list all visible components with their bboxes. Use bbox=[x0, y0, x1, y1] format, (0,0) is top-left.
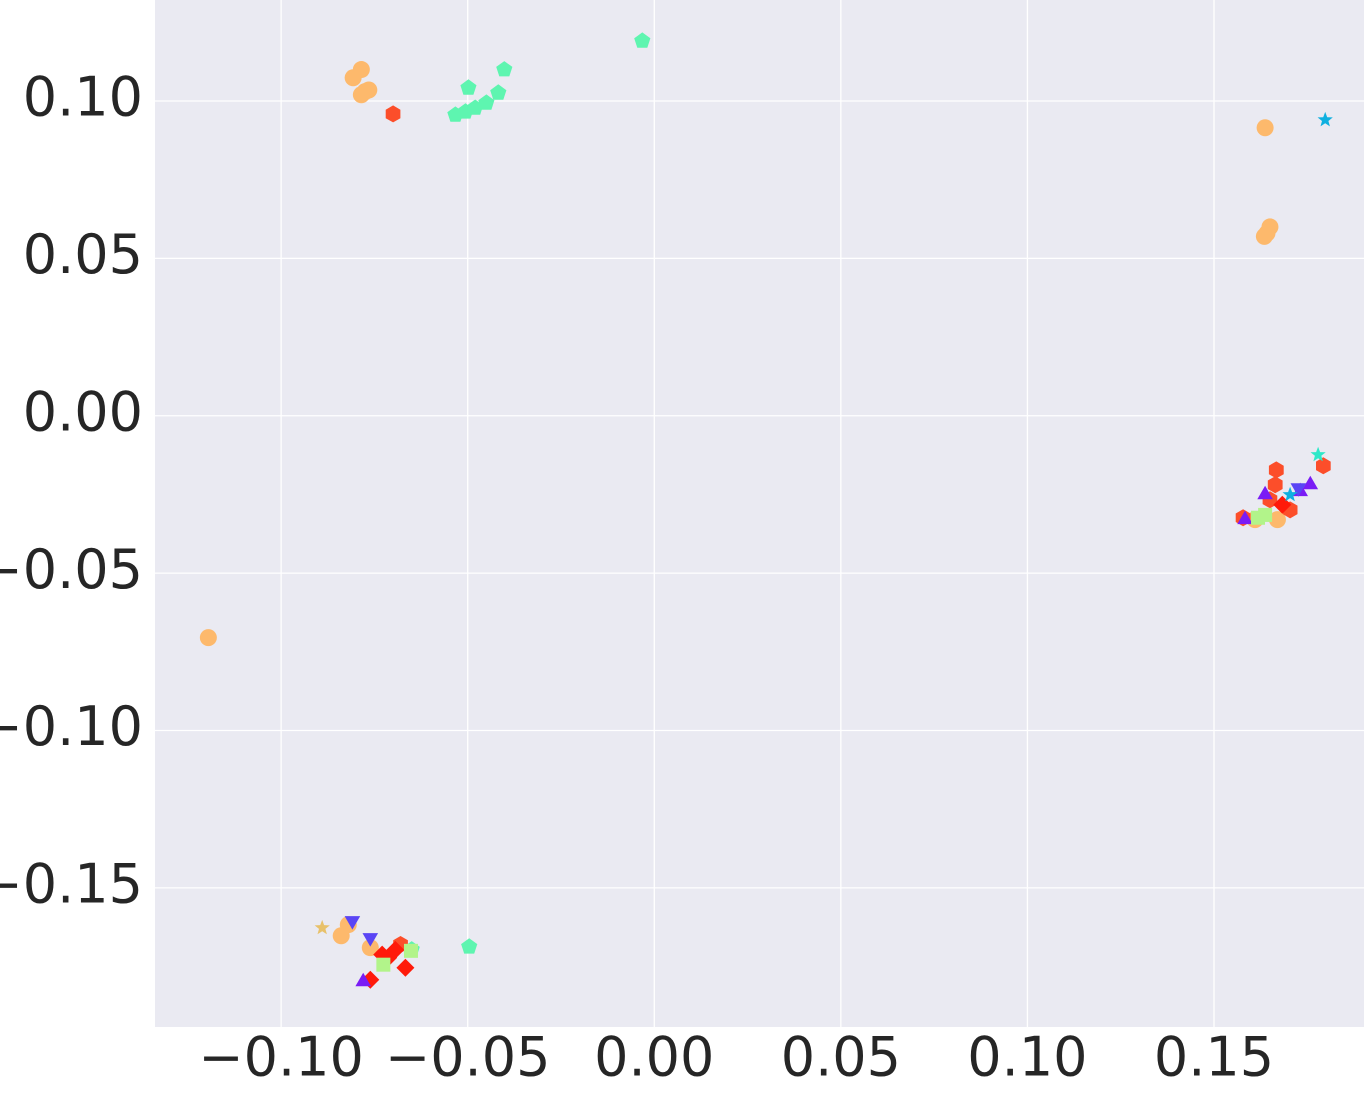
data-point bbox=[1316, 457, 1331, 475]
data-point bbox=[199, 629, 217, 647]
data-point bbox=[352, 86, 370, 104]
data-point bbox=[355, 972, 371, 987]
data-point bbox=[1256, 119, 1274, 137]
y-tick-label: 0.05 bbox=[23, 223, 143, 286]
x-tick-label: 0.00 bbox=[594, 1026, 714, 1089]
x-tick-label: −0.05 bbox=[385, 1026, 550, 1089]
data-point bbox=[1258, 507, 1273, 522]
data-point bbox=[1282, 486, 1298, 502]
data-point bbox=[403, 943, 418, 958]
data-point bbox=[461, 938, 478, 954]
data-point bbox=[1268, 461, 1284, 479]
data-point bbox=[344, 916, 361, 930]
x-tick-label: 0.10 bbox=[967, 1026, 1087, 1089]
data-point bbox=[314, 919, 330, 935]
data-point bbox=[1290, 483, 1307, 497]
data-point bbox=[362, 933, 379, 947]
data-point bbox=[496, 61, 513, 77]
data-point bbox=[1317, 111, 1333, 127]
data-point bbox=[332, 927, 350, 945]
data-point bbox=[467, 99, 484, 115]
data-point bbox=[1257, 485, 1273, 500]
data-point bbox=[634, 32, 651, 48]
plot-area bbox=[155, 0, 1364, 1027]
data-point bbox=[490, 84, 507, 100]
y-tick-label: −0.15 bbox=[0, 853, 143, 916]
data-point bbox=[1310, 446, 1326, 462]
data-point bbox=[344, 69, 362, 87]
data-point bbox=[396, 958, 415, 977]
y-tick-label: −0.05 bbox=[0, 538, 143, 601]
data-point bbox=[460, 79, 477, 95]
data-point bbox=[478, 94, 495, 110]
data-point bbox=[361, 939, 379, 957]
data-point bbox=[1237, 510, 1253, 525]
data-point bbox=[385, 105, 401, 123]
data-point bbox=[1302, 475, 1319, 490]
data-point bbox=[376, 957, 391, 972]
x-tick-label: 0.15 bbox=[1154, 1026, 1274, 1089]
data-point bbox=[1273, 495, 1292, 514]
y-tick-label: −0.10 bbox=[0, 695, 143, 758]
x-tick-label: −0.10 bbox=[198, 1026, 363, 1089]
x-tick-label: 0.05 bbox=[781, 1026, 901, 1089]
data-point bbox=[1255, 227, 1273, 245]
data-point bbox=[1268, 511, 1286, 529]
y-tick-label: 0.10 bbox=[23, 66, 143, 129]
data-point bbox=[1267, 476, 1283, 494]
y-tick-label: 0.00 bbox=[23, 380, 143, 443]
